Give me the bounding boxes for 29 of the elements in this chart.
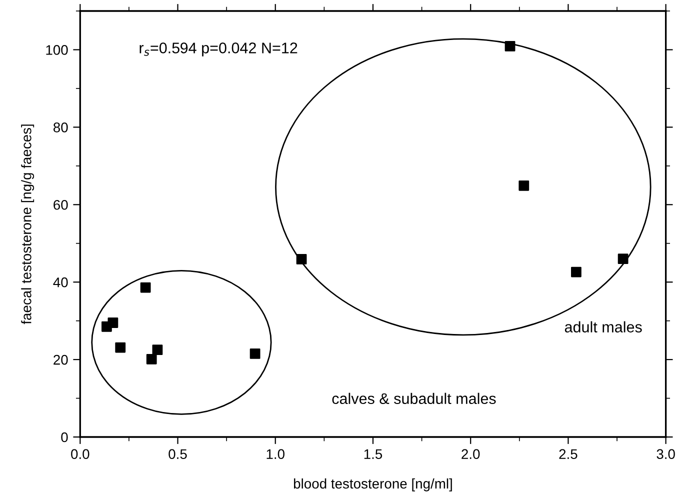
point — [518, 180, 530, 191]
y-tick-label: 40 — [53, 277, 68, 288]
x-tick-label: 1.5 — [364, 449, 382, 460]
point — [504, 41, 516, 52]
point — [250, 348, 260, 359]
point — [296, 254, 307, 264]
annotation: r$_{s}$=0.594 p=0.042 N=12 — [140, 42, 298, 56]
point — [618, 254, 628, 264]
x-tick-label: 2.5 — [559, 449, 578, 460]
y-axis-title: faecal testosterone [ng/g faeces] — [21, 124, 34, 324]
y-tick-label: 0 — [61, 432, 68, 442]
y-tick-label: 60 — [54, 200, 68, 210]
point — [152, 344, 163, 356]
annotation: adult males — [564, 321, 642, 332]
point — [146, 354, 157, 364]
y-tick-label: 80 — [53, 122, 68, 132]
y-tick-label: 100 — [46, 45, 68, 55]
point — [140, 282, 151, 293]
x-tick-label: 2.0 — [462, 449, 480, 460]
point — [115, 342, 126, 353]
y-tick-label: 20 — [54, 354, 68, 365]
x-tick-label: 0.0 — [71, 449, 90, 460]
x-tick-label: 3.0 — [656, 449, 675, 460]
point — [108, 318, 118, 328]
x-axis-title: blood testosterone [ng/ml] — [294, 478, 452, 492]
x-tick-label: 0.5 — [168, 449, 187, 460]
point — [571, 266, 582, 278]
x-tick-label: 1.0 — [266, 449, 284, 460]
annotation: calves & subadult males — [332, 392, 496, 404]
